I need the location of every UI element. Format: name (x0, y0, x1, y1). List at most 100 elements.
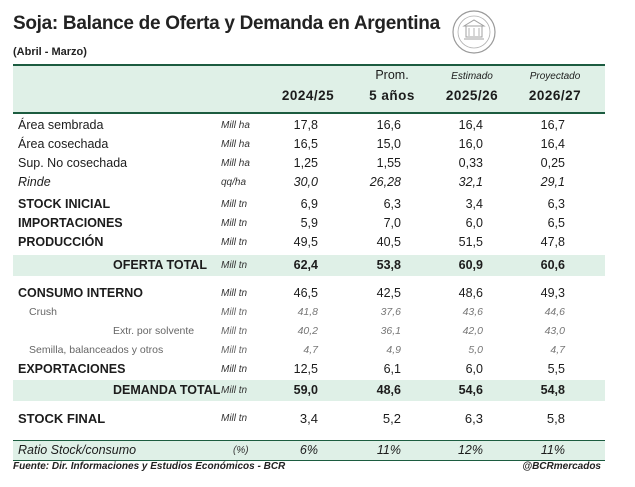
value-cell: 3,4 (465, 197, 483, 211)
value-cell: 12% (457, 443, 483, 457)
value-cell: 6,3 (383, 197, 401, 211)
value-cell: 15,0 (376, 137, 401, 151)
value-cell: 54,8 (540, 383, 565, 397)
value-cell: 48,6 (458, 286, 483, 300)
value-cell: 43,0 (544, 325, 565, 337)
value-cell: 5,9 (300, 216, 318, 230)
value-cell: 5,8 (546, 411, 565, 426)
value-cell: 4,9 (386, 344, 401, 356)
value-cell: 43,6 (462, 306, 483, 318)
row-unit: Mill ha (221, 120, 250, 131)
value-cell: 6,0 (465, 362, 483, 376)
value-cell: 48,6 (376, 383, 401, 397)
row-unit: Mill tn (221, 345, 248, 356)
row-unit: (%) (233, 445, 249, 456)
value-cell: 54,6 (458, 383, 483, 397)
value-cell: 1,25 (293, 156, 318, 170)
value-cell: 29,1 (540, 175, 565, 189)
row-unit: Mill tn (221, 326, 248, 337)
row-label: PRODUCCIÓN (18, 235, 104, 249)
row-label: EXPORTACIONES (18, 362, 126, 376)
row-unit: qq/ha (221, 177, 247, 188)
table-row: Sup. No cosechada Mill ha 1,25 1,55 0,33 0,25 (13, 154, 605, 173)
value-cell: 6,3 (464, 411, 483, 426)
row-unit: Mill tn (221, 218, 248, 229)
value-cell: 60,6 (540, 258, 565, 272)
value-cell: 6,0 (465, 216, 483, 230)
row-label: Ratio Stock/consumo (18, 443, 137, 457)
source-note: Fuente: Dir. Informaciones y Estudios Ec… (13, 461, 286, 472)
row-label: OFERTA TOTAL (113, 258, 207, 272)
row-label: STOCK FINAL (18, 411, 106, 426)
value-cell: 40,2 (297, 325, 318, 337)
table-header: 2024/25 Prom. 5 años Estimado 2025/26 Pr… (13, 64, 605, 114)
value-cell: 5,2 (382, 411, 401, 426)
row-unit: Mill tn (221, 385, 248, 396)
row-label: Área sembrada (18, 118, 104, 132)
value-cell: 42,0 (462, 325, 483, 337)
value-cell: 62,4 (293, 258, 318, 272)
row-unit: Mill ha (221, 139, 250, 150)
table-row: STOCK INICIAL Mill tn 6,9 6,3 3,4 6,3 (13, 195, 605, 214)
footer: Fuente: Dir. Informaciones y Estudios Ec… (13, 461, 605, 472)
value-cell: 5,5 (547, 362, 565, 376)
value-cell: 4,7 (550, 344, 565, 356)
table-row: Extr. por solvente Mill tn 40,2 36,1 42,0 43,… (13, 322, 605, 341)
value-cell: 41,8 (297, 306, 318, 318)
table-row: Semilla, balanceados y otros Mill tn 4,7 4,… (13, 341, 605, 360)
table-row: Área cosechada Mill ha 16,5 15,0 16,0 16,4 (13, 135, 605, 154)
table-row: EXPORTACIONES Mill tn 12,5 6,1 6,0 5,5 (13, 360, 605, 379)
table-row: Área sembrada Mill ha 17,8 16,6 16,4 16,7 (13, 116, 605, 135)
value-cell: 30,0 (293, 175, 318, 189)
value-cell: 16,4 (540, 137, 565, 151)
period-subtitle: (Abril - Marzo) (13, 46, 87, 58)
value-cell: 26,28 (369, 175, 401, 189)
table-row: Crush Mill tn 41,8 37,6 43,6 44,6 (13, 303, 605, 322)
value-cell: 37,6 (380, 306, 401, 318)
value-cell: 6% (299, 443, 318, 457)
value-cell: 0,33 (458, 156, 483, 170)
value-cell: 1,55 (376, 156, 401, 170)
value-cell: 36,1 (380, 325, 401, 337)
row-label: IMPORTACIONES (18, 216, 123, 230)
value-cell: 12,5 (293, 362, 318, 376)
value-cell: 46,5 (293, 286, 318, 300)
value-cell: 49,5 (293, 235, 318, 249)
row-unit: Mill tn (221, 413, 248, 424)
row-unit: Mill tn (221, 199, 248, 210)
table-row: DEMANDA TOTAL Mill tn 59,0 48,6 54,6 54,8 (13, 380, 605, 401)
value-cell: 32,1 (458, 175, 483, 189)
value-cell: 44,6 (544, 306, 565, 318)
value-cell: 16,4 (458, 118, 483, 132)
value-cell: 49,3 (540, 286, 565, 300)
value-cell: 51,5 (458, 235, 483, 249)
row-unit: Mill tn (221, 364, 248, 375)
table-row: OFERTA TOTAL Mill tn 62,4 53,8 60,9 60,6 (13, 255, 605, 276)
row-unit: Mill tn (221, 260, 248, 271)
value-cell: 5,0 (468, 344, 483, 356)
row-unit: Mill tn (221, 307, 248, 318)
row-label: DEMANDA TOTAL (113, 383, 221, 397)
value-cell: 6,5 (547, 216, 565, 230)
value-cell: 16,0 (458, 137, 483, 151)
value-cell: 7,0 (383, 216, 401, 230)
table-row: Rinde qq/ha 30,0 26,28 32,1 29,1 (13, 173, 605, 192)
row-label: Crush (29, 306, 58, 318)
bcr-seal-icon (452, 10, 496, 54)
social-handle: @BCRmercados (522, 461, 601, 472)
value-cell: 16,5 (293, 137, 318, 151)
row-label: Rinde (18, 175, 51, 189)
row-unit: Mill tn (221, 288, 248, 299)
value-cell: 40,5 (376, 235, 401, 249)
table-row: IMPORTACIONES Mill tn 5,9 7,0 6,0 6,5 (13, 214, 605, 233)
value-cell: 0,25 (540, 156, 565, 170)
value-cell: 53,8 (376, 258, 401, 272)
row-label: Semilla, balanceados y otros (29, 344, 164, 356)
value-cell: 11% (376, 443, 401, 457)
row-label: Extr. por solvente (113, 325, 195, 337)
value-cell: 16,6 (376, 118, 401, 132)
row-label: Área cosechada (18, 137, 109, 151)
value-cell: 42,5 (376, 286, 401, 300)
value-cell: 16,7 (540, 118, 565, 132)
value-cell: 6,9 (300, 197, 318, 211)
